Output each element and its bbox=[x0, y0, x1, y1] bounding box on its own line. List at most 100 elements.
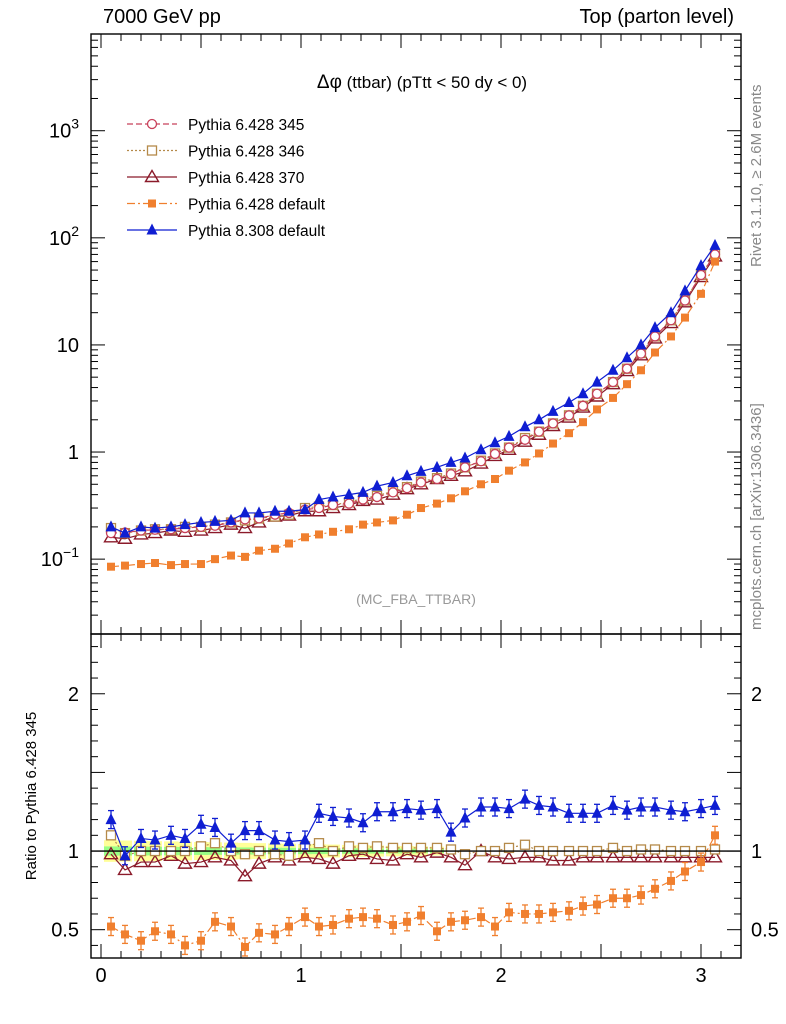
data-marker bbox=[519, 839, 531, 850]
data-marker bbox=[255, 546, 263, 555]
data-marker bbox=[475, 800, 487, 812]
data-marker bbox=[505, 466, 513, 475]
data-marker bbox=[593, 405, 601, 414]
y-tick-label: 1 bbox=[68, 442, 79, 464]
data-marker bbox=[647, 849, 663, 863]
main-axis-ticks bbox=[91, 33, 741, 635]
data-marker bbox=[577, 806, 589, 818]
data-marker bbox=[443, 849, 459, 863]
data-marker bbox=[489, 436, 501, 448]
data-marker bbox=[197, 936, 205, 945]
data-marker bbox=[345, 525, 353, 534]
ratio-plot-frame bbox=[90, 633, 742, 959]
data-marker bbox=[315, 922, 323, 931]
data-marker bbox=[193, 854, 209, 868]
data-marker bbox=[593, 900, 601, 909]
data-marker bbox=[477, 913, 485, 922]
data-marker bbox=[577, 387, 589, 399]
data-marker bbox=[517, 849, 533, 863]
data-marker bbox=[431, 460, 443, 472]
ratio-y-tick-label: 1 bbox=[68, 841, 79, 863]
data-marker bbox=[681, 313, 689, 322]
data-marker bbox=[679, 805, 691, 817]
data-marker bbox=[649, 844, 661, 855]
data-marker bbox=[269, 504, 281, 516]
data-marker bbox=[341, 847, 357, 861]
data-marker bbox=[283, 835, 295, 847]
data-marker bbox=[121, 561, 129, 570]
data-marker bbox=[649, 331, 661, 342]
data-marker bbox=[677, 849, 693, 863]
data-marker bbox=[197, 560, 205, 569]
data-marker bbox=[211, 917, 219, 926]
data-marker bbox=[519, 434, 531, 445]
data-marker bbox=[137, 560, 145, 569]
data-marker bbox=[447, 494, 455, 503]
data-marker bbox=[697, 858, 705, 867]
data-marker bbox=[401, 802, 413, 814]
data-marker bbox=[285, 539, 293, 548]
data-marker bbox=[225, 513, 237, 525]
data-marker bbox=[239, 849, 251, 860]
legend-label: Pythia 8.308 default bbox=[188, 223, 326, 240]
header-observable-label: Top (parton level) bbox=[579, 6, 734, 28]
data-marker bbox=[179, 831, 191, 843]
data-marker bbox=[563, 806, 575, 818]
series-3 bbox=[107, 257, 719, 571]
data-marker bbox=[271, 930, 279, 939]
data-marker bbox=[591, 806, 603, 818]
data-marker bbox=[533, 413, 545, 425]
data-marker bbox=[146, 223, 158, 235]
data-marker bbox=[105, 520, 117, 532]
data-marker bbox=[635, 338, 647, 350]
data-marker bbox=[401, 469, 413, 481]
data-marker bbox=[227, 551, 235, 560]
data-marker bbox=[237, 868, 253, 882]
data-marker bbox=[357, 485, 369, 497]
data-marker bbox=[345, 914, 353, 923]
data-marker bbox=[387, 487, 399, 498]
data-marker bbox=[665, 803, 677, 815]
data-marker bbox=[151, 559, 159, 568]
data-marker bbox=[457, 857, 473, 871]
data-marker bbox=[227, 922, 235, 931]
data-marker bbox=[445, 825, 457, 837]
data-marker bbox=[663, 849, 679, 863]
ratio-y-tick-label: 0.5 bbox=[51, 920, 79, 942]
data-marker bbox=[609, 894, 617, 903]
data-marker bbox=[549, 439, 557, 448]
legend-label: Pythia 6.428 346 bbox=[188, 144, 304, 161]
data-marker bbox=[637, 891, 645, 900]
data-marker bbox=[403, 510, 411, 519]
data-marker bbox=[371, 479, 383, 491]
data-marker bbox=[431, 473, 443, 485]
data-marker bbox=[545, 852, 561, 866]
data-marker bbox=[283, 504, 295, 516]
data-marker bbox=[165, 520, 177, 532]
data-marker bbox=[373, 518, 381, 527]
data-marker bbox=[147, 854, 163, 868]
data-marker bbox=[621, 803, 633, 815]
data-marker bbox=[563, 396, 575, 408]
legend-label: Pythia 6.428 370 bbox=[188, 170, 305, 187]
data-marker bbox=[387, 805, 399, 817]
data-marker bbox=[415, 803, 427, 815]
data-marker bbox=[621, 363, 633, 374]
data-marker bbox=[167, 561, 175, 570]
chart-title: Δφ (ttbar) (pTtt < 50 dy < 0) bbox=[317, 72, 527, 93]
data-marker bbox=[107, 562, 115, 571]
x-tick-label: 3 bbox=[695, 965, 706, 987]
data-marker bbox=[607, 363, 619, 375]
x-axis-ticks bbox=[100, 34, 742, 958]
data-marker bbox=[519, 792, 531, 804]
data-marker bbox=[535, 449, 543, 458]
data-marker bbox=[589, 849, 605, 863]
data-marker bbox=[579, 418, 587, 427]
data-marker bbox=[146, 145, 158, 156]
ratio-series-4 bbox=[105, 789, 721, 866]
data-marker bbox=[137, 936, 145, 945]
data-marker bbox=[637, 366, 645, 375]
data-marker bbox=[343, 498, 355, 509]
data-marker bbox=[475, 443, 487, 455]
data-marker bbox=[285, 922, 293, 931]
